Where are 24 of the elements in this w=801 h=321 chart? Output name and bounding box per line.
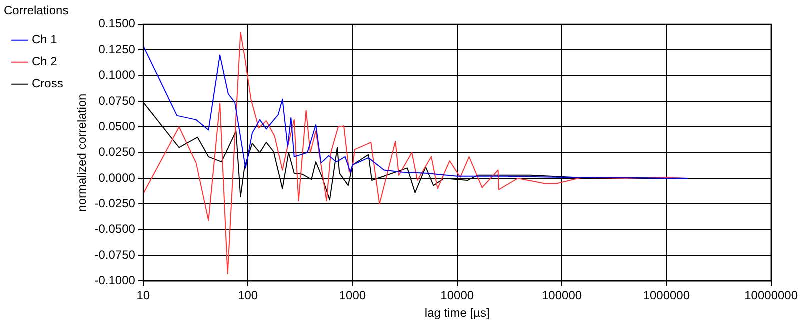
y-tick-label: 0.0250 xyxy=(98,145,136,160)
y-tick-label: 0.1000 xyxy=(98,68,136,82)
x-tick-label: 1000000 xyxy=(643,288,690,303)
x-axis-title: lag time [µs] xyxy=(424,306,490,320)
x-tick-label: 100 xyxy=(238,288,258,303)
y-tick-label: -0.1000 xyxy=(94,274,136,288)
x-tick-label: 100000 xyxy=(542,288,582,303)
text: Correlations xyxy=(4,4,69,18)
legend-label: Ch 2 xyxy=(32,54,58,69)
legend-label: Ch 1 xyxy=(32,32,58,47)
y-tick-label: 0.0500 xyxy=(98,119,136,134)
y-tick-label: 0.0000 xyxy=(98,170,136,185)
x-tick-label: 10 xyxy=(136,288,150,303)
y-tick-label: -0.0750 xyxy=(94,248,136,262)
y-tick-label: -0.0500 xyxy=(94,222,136,236)
y-tick-label: 0.1500 xyxy=(98,16,136,31)
x-tick-label: 10000000 xyxy=(744,288,798,303)
y-axis-title: normalized correlation xyxy=(74,94,89,212)
y-tick-label: 0.0750 xyxy=(98,94,136,108)
y-tick-label: -0.0250 xyxy=(94,196,136,210)
x-tick-label: 1000 xyxy=(339,288,366,303)
y-tick-label: 0.1250 xyxy=(98,42,136,56)
legend-label: Cross xyxy=(32,76,64,91)
x-tick-label: 10000 xyxy=(440,288,474,303)
